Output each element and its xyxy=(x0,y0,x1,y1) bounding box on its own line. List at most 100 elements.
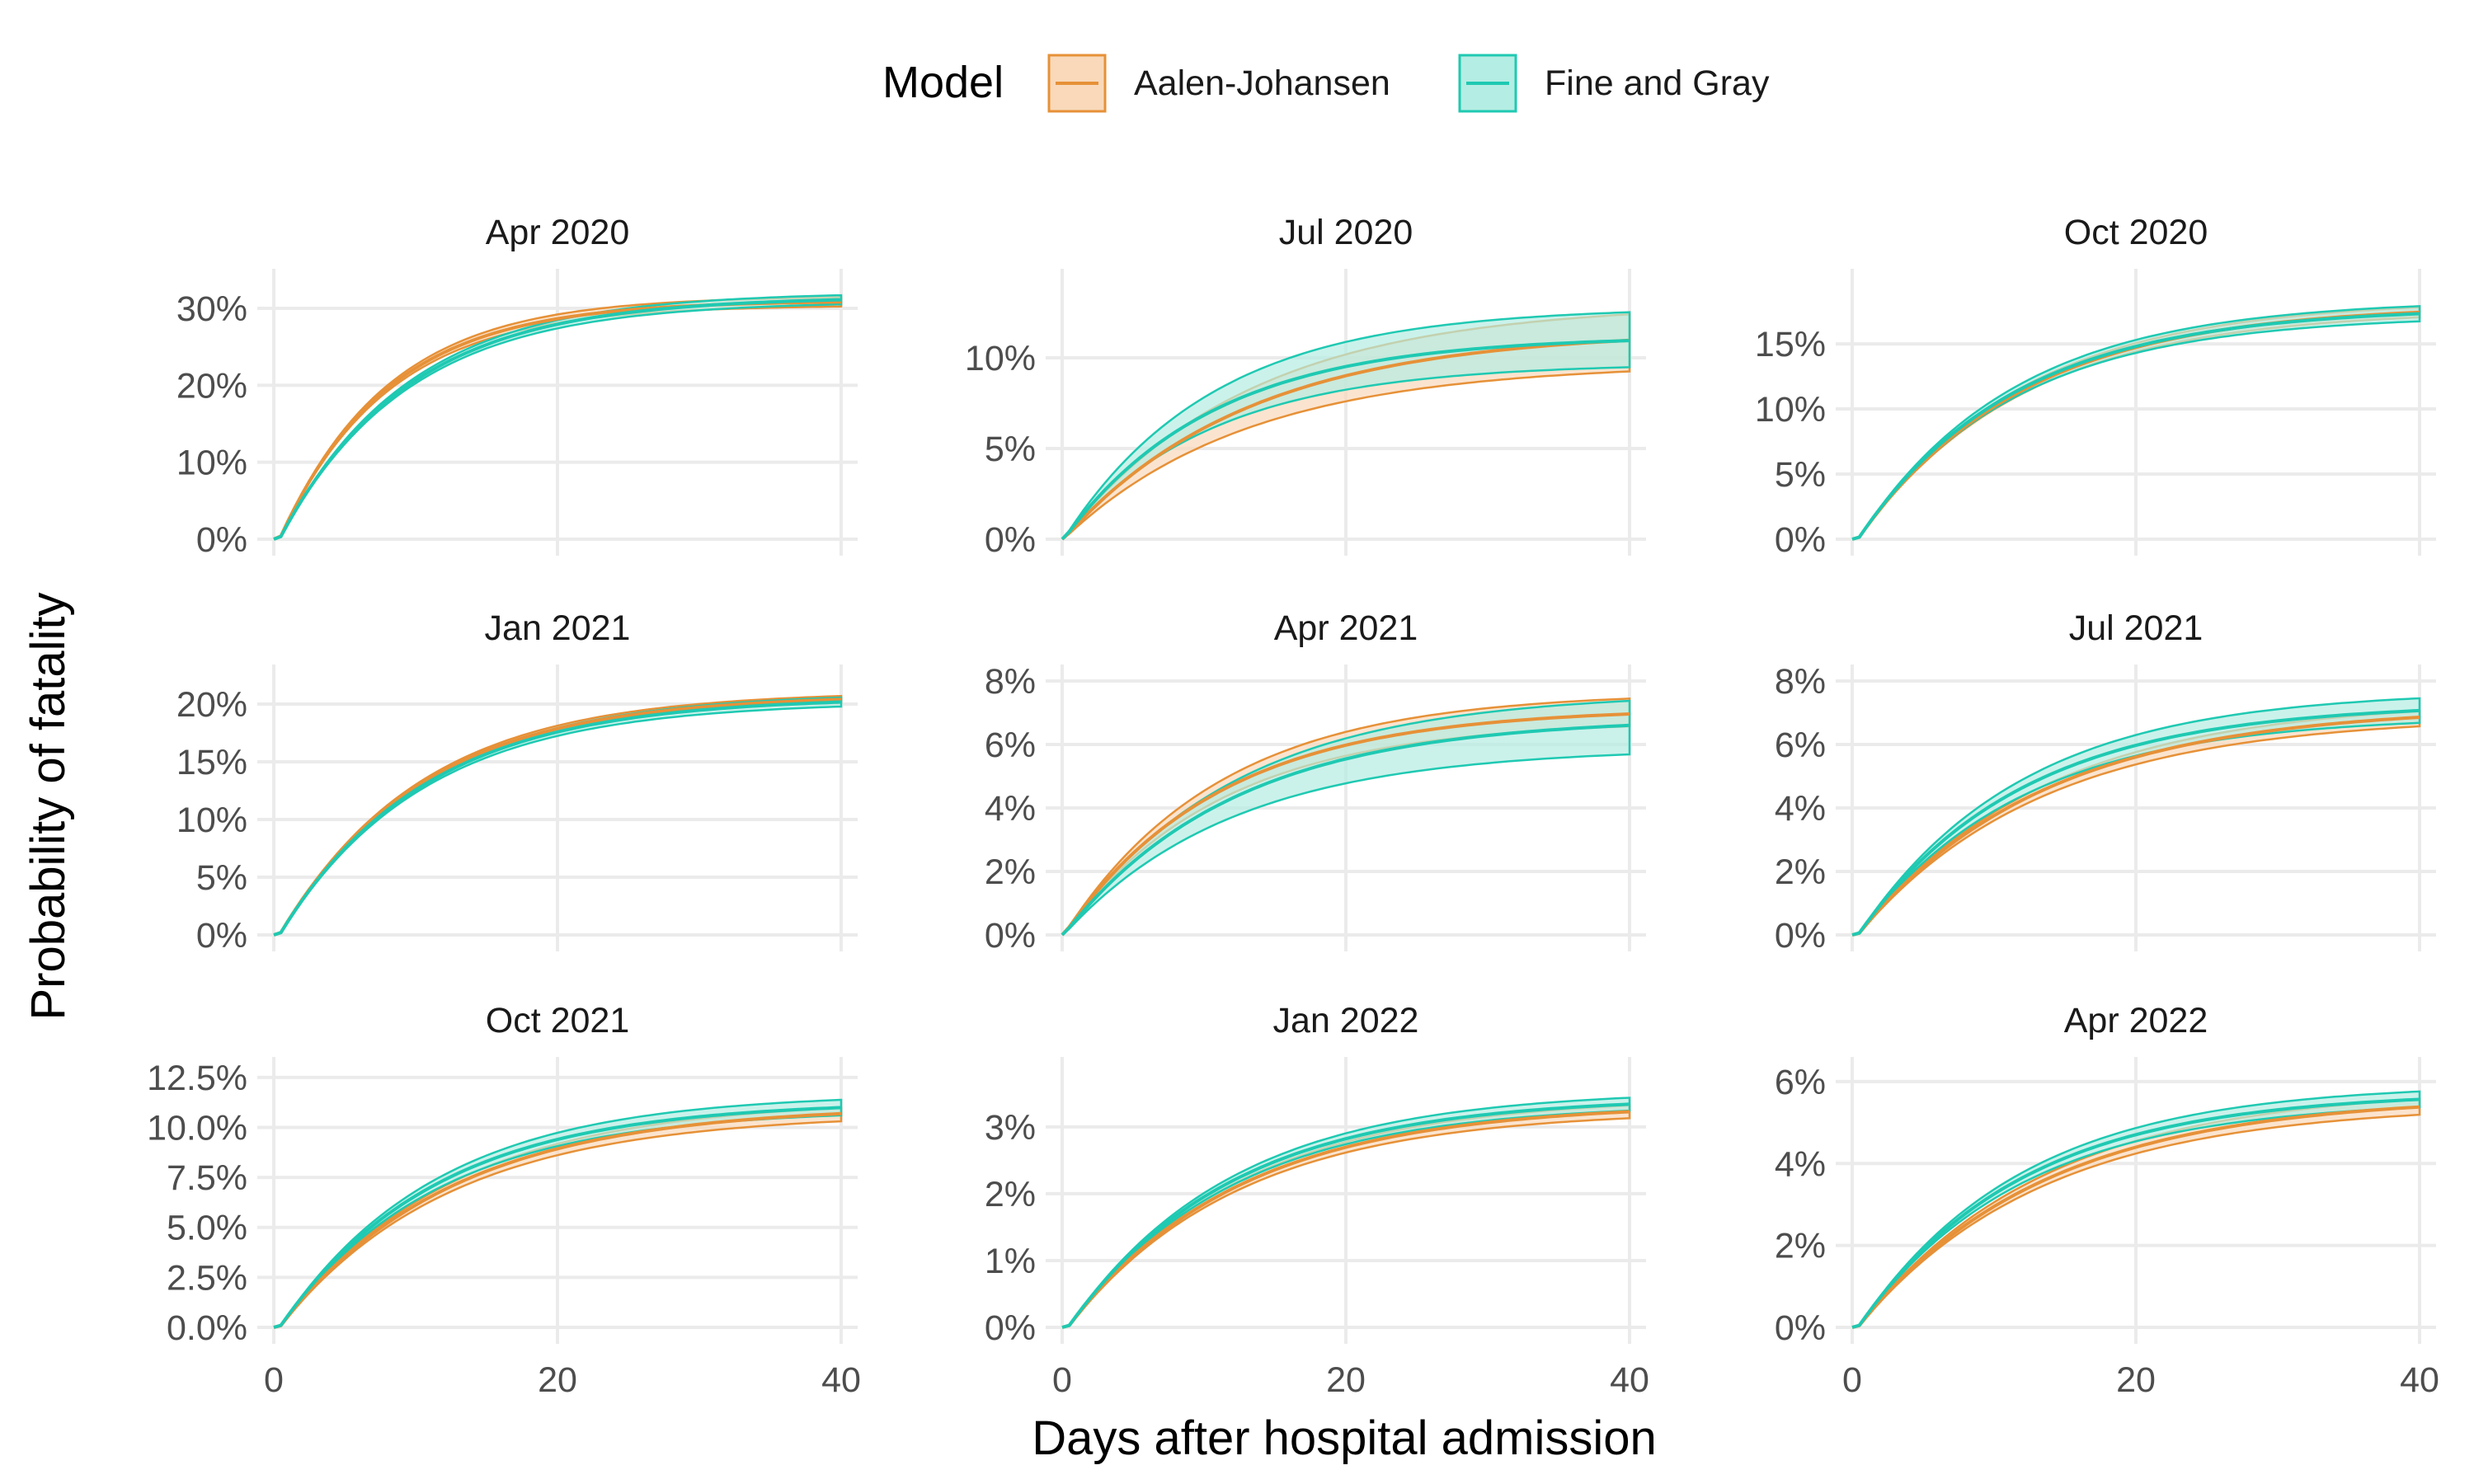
x-tick-label: 40 xyxy=(2400,1360,2439,1400)
y-tick-label: 10% xyxy=(965,339,1036,378)
ribbon-fine-and-gray xyxy=(1061,699,1631,936)
y-tick-label: 4% xyxy=(1775,1144,1826,1184)
panel-apr-2020: Apr 2020 0% 10% 20% 30% xyxy=(176,213,858,560)
y-tick-label: 10% xyxy=(176,444,247,483)
y-tick-label: 30% xyxy=(176,289,247,329)
y-tick-label: 12.5% xyxy=(147,1059,247,1098)
x-tick-label: 40 xyxy=(821,1360,861,1400)
y-tick-label: 6% xyxy=(985,726,1036,765)
line-fine-and-gray xyxy=(1851,708,2420,937)
y-tick-label: 7.5% xyxy=(167,1158,247,1198)
x-tick-label: 0 xyxy=(264,1360,284,1400)
y-tick-label: 0% xyxy=(985,916,1036,956)
y-tick-label: 10% xyxy=(176,801,247,840)
y-tick-label: 4% xyxy=(985,789,1036,829)
gridlines xyxy=(1836,1057,2436,1344)
gridlines xyxy=(1836,665,2436,951)
line-aalen-johansen xyxy=(273,1111,842,1329)
y-tick-label: 4% xyxy=(1775,789,1826,829)
y-tick-label: 20% xyxy=(176,366,247,406)
y-tick-label: 2% xyxy=(1775,852,1826,892)
y-tick-label: 0% xyxy=(196,520,247,560)
y-tick-label: 6% xyxy=(1775,1063,1826,1102)
line-aalen-johansen xyxy=(273,697,842,937)
panel-jan-2022: Jan 2022 0% 1% 2% 3% 0 20 40 xyxy=(985,1001,1649,1400)
line-fine-and-gray xyxy=(273,298,842,541)
line-aalen-johansen xyxy=(1061,1110,1630,1329)
y-tick-label: 0% xyxy=(985,1308,1036,1348)
y-tick-label: 8% xyxy=(985,662,1036,702)
y-tick-label: 5% xyxy=(1775,455,1826,495)
panel-title: Apr 2020 xyxy=(486,213,630,252)
y-tick-label: 2% xyxy=(985,852,1036,892)
panel-apr-2022: Apr 2022 0% 2% 4% 6% 0 20 40 xyxy=(1775,1001,2439,1400)
panel-title: Oct 2021 xyxy=(486,1001,630,1040)
panel-oct-2021: Oct 2021 0.0% 2.5% 5.0% 7.5% 10.0% 12.5% 0 20 40 xyxy=(147,1001,861,1400)
y-tick-label: 0% xyxy=(1775,520,1826,560)
line-aalen-johansen xyxy=(1061,712,1630,937)
panel-jan-2021: Jan 2021 0% 5% 10% 15% 20% xyxy=(176,608,858,956)
gridlines xyxy=(257,665,858,951)
y-tick-label: 10% xyxy=(1755,390,1826,430)
panel-apr-2021: Apr 2021 0% 2% 4% 6% 8% xyxy=(985,608,1646,956)
line-fine-and-gray xyxy=(273,1106,842,1329)
y-tick-label: 0.0% xyxy=(167,1308,247,1348)
panel-jul-2021: Jul 2021 0% 2% 4% 6% 8% xyxy=(1775,608,2436,956)
y-tick-label: 3% xyxy=(985,1108,1036,1148)
panel-title: Jan 2022 xyxy=(1273,1001,1419,1040)
panel-title: Apr 2021 xyxy=(1274,608,1418,648)
x-tick-label: 0 xyxy=(1842,1360,1862,1400)
gridlines xyxy=(257,1057,858,1344)
y-tick-label: 2% xyxy=(985,1175,1036,1214)
legend-title: Model xyxy=(882,58,1004,107)
y-tick-label: 5% xyxy=(985,430,1036,469)
y-tick-label: 0% xyxy=(985,520,1036,560)
line-aalen-johansen xyxy=(1851,716,2420,937)
y-tick-label: 15% xyxy=(1755,325,1826,364)
y-tick-label: 10.0% xyxy=(147,1108,247,1148)
panel-oct-2020: Oct 2020 0% 5% 10% 15% xyxy=(1755,213,2436,560)
gridlines xyxy=(1046,1057,1646,1344)
line-fine-and-gray xyxy=(1851,1097,2420,1329)
ribbon-fine-and-gray xyxy=(1061,311,1631,540)
gridlines xyxy=(1836,269,2436,556)
y-tick-label: 1% xyxy=(985,1242,1036,1281)
y-axis-title: Probability of fatality xyxy=(21,592,75,1020)
line-fine-and-gray xyxy=(1061,1102,1630,1329)
x-axis-title: Days after hospital admission xyxy=(1032,1411,1657,1465)
y-tick-label: 5.0% xyxy=(167,1209,247,1248)
panel-title: Jul 2020 xyxy=(1279,213,1413,252)
line-aalen-johansen xyxy=(1061,338,1630,541)
x-tick-label: 20 xyxy=(2116,1360,2156,1400)
x-tick-label: 0 xyxy=(1052,1360,1072,1400)
y-tick-label: 6% xyxy=(1775,726,1826,765)
y-tick-label: 20% xyxy=(176,685,247,725)
line-fine-and-gray xyxy=(1851,312,2420,541)
panel-title: Oct 2020 xyxy=(2064,213,2208,252)
x-tick-label: 20 xyxy=(538,1360,577,1400)
panel-title: Jan 2021 xyxy=(485,608,631,648)
line-fine-and-gray xyxy=(1061,723,1630,937)
legend-label-aalen-johansen: Aalen-Johansen xyxy=(1134,63,1390,103)
y-tick-label: 2% xyxy=(1775,1227,1826,1266)
legend: Model Aalen-Johansen Fine and Gray xyxy=(882,54,1770,113)
x-tick-label: 20 xyxy=(1326,1360,1366,1400)
y-tick-label: 5% xyxy=(196,858,247,898)
panel-title: Jul 2021 xyxy=(2069,608,2204,648)
y-tick-label: 0% xyxy=(196,916,247,956)
line-fine-and-gray xyxy=(273,700,842,937)
panel-title: Apr 2022 xyxy=(2064,1001,2208,1040)
panel-jul-2020: Jul 2020 0% 5% 10% xyxy=(965,213,1646,560)
y-tick-label: 8% xyxy=(1775,662,1826,702)
x-tick-label: 40 xyxy=(1610,1360,1649,1400)
line-aalen-johansen xyxy=(1851,1105,2420,1329)
y-tick-label: 0% xyxy=(1775,1308,1826,1348)
y-tick-label: 15% xyxy=(176,743,247,782)
y-tick-label: 2.5% xyxy=(167,1258,247,1298)
gridlines xyxy=(1046,269,1646,556)
gridlines xyxy=(257,269,858,556)
legend-label-fine-and-gray: Fine and Gray xyxy=(1545,63,1770,103)
line-fine-and-gray xyxy=(1061,339,1630,541)
